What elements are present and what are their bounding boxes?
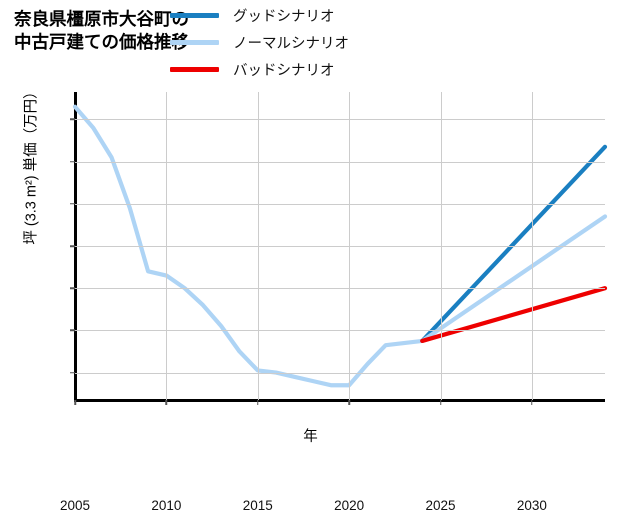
chart-legend: グッドシナリオ ノーマルシナリオ バッドシナリオ: [170, 2, 430, 83]
legend-item-good[interactable]: グッドシナリオ: [170, 2, 430, 29]
legend-item-normal[interactable]: ノーマルシナリオ: [170, 29, 430, 56]
legend-swatch-normal: [170, 40, 219, 45]
chart-title: 奈良県橿原市大谷町の 中古戸建ての価格推移: [14, 8, 434, 54]
x-gridline: [440, 92, 442, 400]
y-tick-mark: [70, 118, 75, 121]
x-tick-mark: [257, 400, 259, 405]
legend-label-good: グッドシナリオ: [233, 9, 335, 25]
y-gridline: [75, 288, 605, 290]
x-axis-spine: [74, 399, 605, 402]
x-tick-mark: [165, 400, 168, 405]
x-tick-mark: [348, 400, 350, 405]
x-tick-mark: [439, 400, 442, 405]
y-gridline: [75, 246, 605, 247]
x-tick-label: 2005: [59, 498, 91, 513]
x-tick-mark: [531, 400, 533, 405]
x-tick-label: 2010: [151, 498, 182, 513]
series-line: [420, 286, 608, 344]
y-gridline: [75, 203, 605, 205]
x-tick-label: 2030: [516, 498, 547, 513]
y-axis-title: 坪 (3.3 m²) 単価（万円）: [23, 84, 40, 245]
y-tick-mark: [70, 329, 75, 332]
series-line: [420, 144, 608, 344]
series-line: [420, 214, 608, 344]
y-gridline: [75, 330, 605, 332]
price-trend-chart: 奈良県橿原市大谷町の 中古戸建ての価格推移 262830323436382005…: [14, 2, 608, 513]
y-gridline: [75, 161, 605, 163]
y-tick-mark: [70, 203, 75, 205]
y-gridline: [75, 119, 605, 121]
legend-item-bad[interactable]: バッドシナリオ: [170, 56, 430, 83]
plot-area: 26283032343638200520102015202020252030: [60, 92, 608, 513]
x-axis-title: 年: [303, 429, 318, 445]
x-gridline: [349, 92, 351, 400]
x-tick-label: 2015: [242, 498, 273, 513]
x-gridline: [257, 92, 259, 400]
y-tick-mark: [70, 160, 75, 163]
legend-swatch-good: [170, 13, 219, 18]
y-tick-mark: [70, 371, 75, 374]
x-tick-mark: [74, 400, 76, 405]
y-gridline: [75, 372, 605, 374]
chart-title-line-2: 中古戸建ての価格推移: [14, 32, 189, 53]
x-tick-label: 2020: [334, 498, 365, 513]
x-gridline: [166, 92, 168, 400]
series-lines: [72, 104, 608, 388]
x-tick-label: 2025: [425, 498, 456, 513]
legend-label-normal: ノーマルシナリオ: [233, 36, 349, 52]
series-line: [72, 104, 425, 388]
y-tick-mark: [70, 245, 75, 247]
y-tick-mark: [70, 287, 75, 289]
legend-label-bad: バッドシナリオ: [233, 63, 335, 79]
chart-title-line-1: 奈良県橿原市大谷町の: [14, 9, 189, 29]
legend-swatch-bad: [170, 67, 219, 72]
x-gridline: [531, 92, 533, 400]
